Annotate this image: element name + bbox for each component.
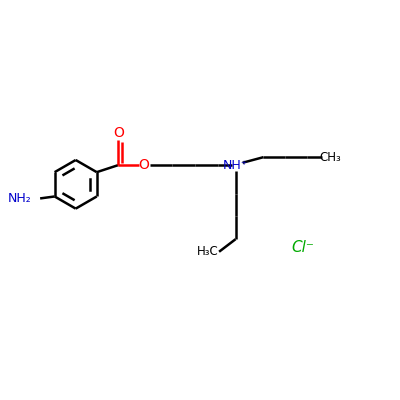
Text: CH₃: CH₃ [320, 151, 341, 164]
Text: Cl⁻: Cl⁻ [292, 240, 314, 254]
Text: O: O [113, 126, 124, 140]
Text: NH₂: NH₂ [7, 192, 31, 205]
Text: H₃C: H₃C [197, 245, 219, 258]
Text: NH⁺: NH⁺ [223, 159, 248, 172]
Text: O: O [139, 158, 150, 172]
